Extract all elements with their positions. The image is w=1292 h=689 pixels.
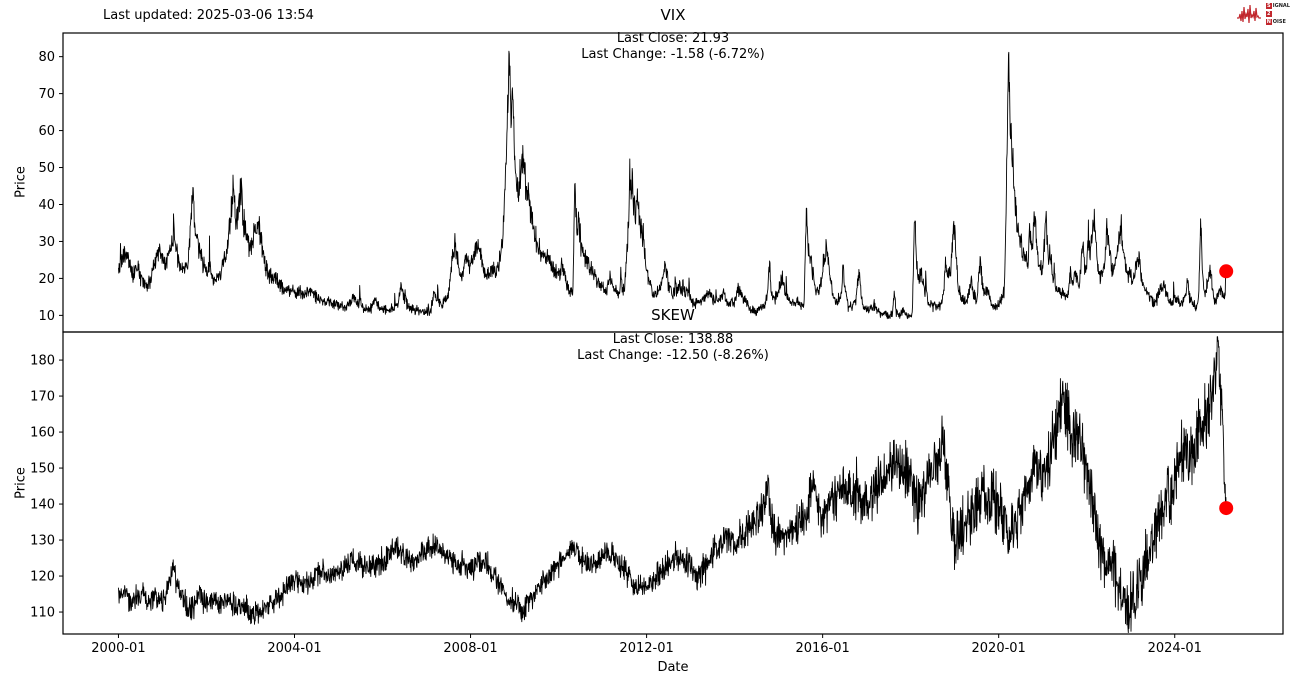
- x-tick-label: 2000-01: [91, 641, 145, 656]
- vix-last-close-text: Last Close: 21.93: [616, 31, 730, 46]
- y-tick-label: 180: [30, 354, 55, 369]
- logo-row-signal: S IGNAL: [1265, 3, 1290, 10]
- vix-annotation: Last Close: 21.93 Last Change: -1.58 (-6…: [63, 31, 1283, 63]
- logo-rest-noise: OISE: [1272, 19, 1286, 25]
- skew-chart-title: SKEW: [651, 306, 695, 324]
- y-tick-label: 170: [30, 390, 55, 405]
- waveform-icon: [1236, 4, 1261, 24]
- logo-badge-n: N: [1265, 19, 1272, 25]
- vix-last-close-marker: [1219, 264, 1234, 279]
- vix-last-change-text: Last Change: -1.58 (-6.72%): [581, 47, 765, 62]
- y-tick-label: 160: [30, 426, 55, 441]
- x-tick-label: 2012-01: [619, 641, 673, 656]
- y-tick-label: 80: [38, 50, 55, 65]
- vix-chart-title: VIX: [660, 6, 686, 24]
- y-tick-label: 40: [38, 198, 55, 213]
- skew-axes-frame: [62, 331, 1284, 635]
- logo-badge-2: 2: [1265, 11, 1272, 17]
- y-tick-label: 140: [30, 498, 55, 513]
- x-tick-label: 2016-01: [795, 641, 849, 656]
- skew-last-change-text: Last Change: -12.50 (-8.26%): [577, 348, 769, 363]
- y-tick-label: 20: [38, 272, 55, 287]
- logo-row-2: 2: [1265, 11, 1290, 18]
- logo-text: S IGNAL 2 N OISE: [1265, 3, 1290, 26]
- vix-axes-frame: [62, 32, 1284, 333]
- skew-annotation: Last Close: 138.88 Last Change: -12.50 (…: [63, 332, 1283, 364]
- y-tick-label: 50: [38, 161, 55, 176]
- y-tick-label: 70: [38, 87, 55, 102]
- logo-rest-signal: IGNAL: [1272, 3, 1290, 9]
- skew-last-close-text: Last Close: 138.88: [612, 332, 734, 347]
- y-tick-label: 120: [30, 570, 55, 585]
- y-tick-label: 110: [30, 606, 55, 621]
- last-updated-text: Last updated: 2025-03-06 13:54: [103, 8, 314, 23]
- y-tick-label: 10: [38, 309, 55, 324]
- y-tick-label: 30: [38, 235, 55, 250]
- logo-badge-s: S: [1265, 3, 1272, 9]
- skew-last-close-marker: [1219, 501, 1234, 516]
- x-tick-label: 2020-01: [972, 641, 1026, 656]
- x-tick-label: 2004-01: [267, 641, 321, 656]
- x-tick-label: 2008-01: [443, 641, 497, 656]
- y-tick-label: 130: [30, 534, 55, 549]
- x-axis-label: Date: [657, 660, 689, 675]
- signal2noise-logo: S IGNAL 2 N OISE: [1236, 2, 1290, 26]
- skew-series-line: [118, 336, 1227, 634]
- x-tick-label: 2024-01: [1148, 641, 1202, 656]
- logo-row-noise: N OISE: [1265, 19, 1290, 26]
- y-tick-label: 150: [30, 462, 55, 477]
- y-tick-label: 60: [38, 124, 55, 139]
- vix-series-line: [118, 50, 1227, 320]
